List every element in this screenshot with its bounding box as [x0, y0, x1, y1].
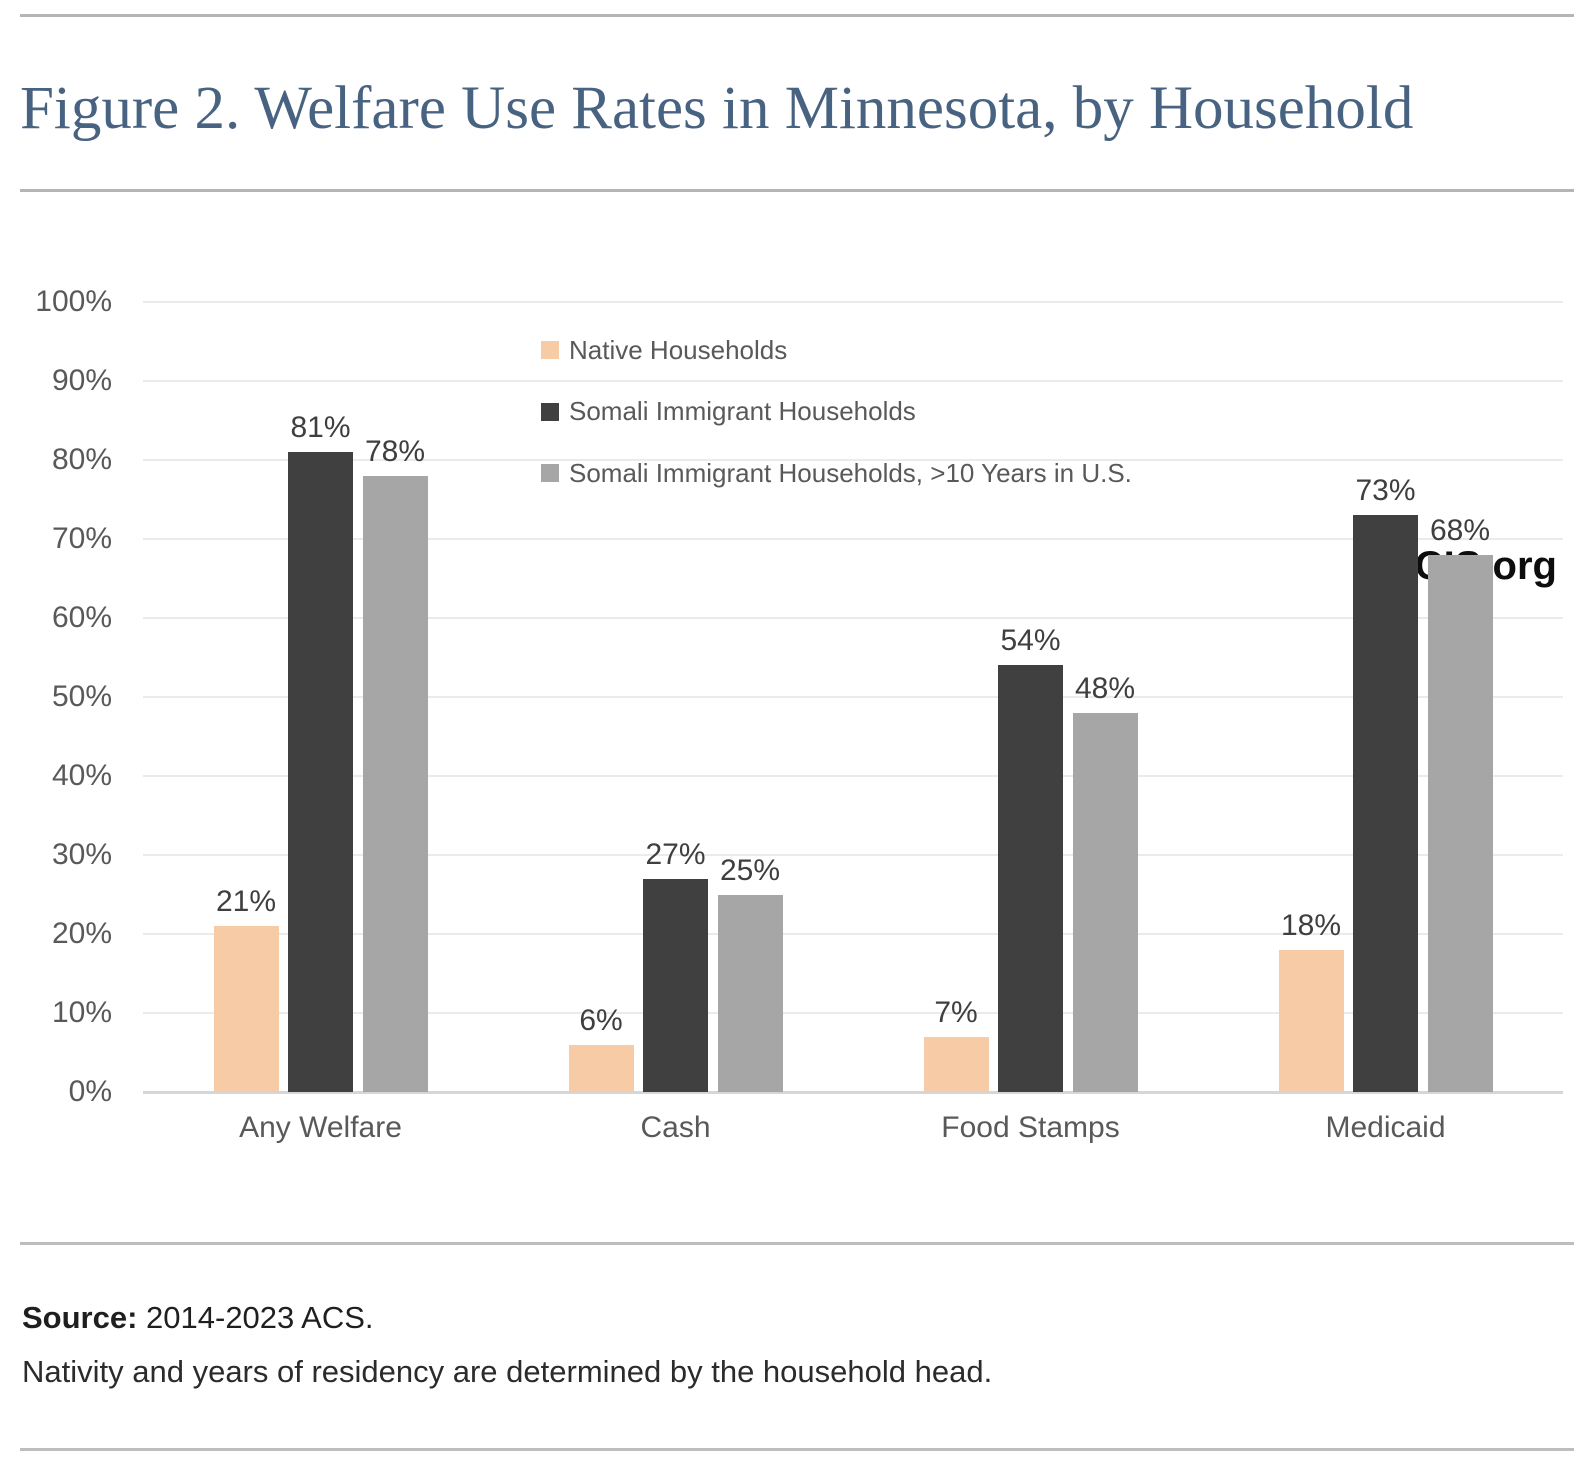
legend-label: Native Households [569, 334, 788, 365]
bar-somali-immigrant-households-10-years-in-u-s-any-welfare [362, 475, 428, 1092]
y-axis-tick-label: 10% [51, 996, 112, 1029]
y-axis-tick-label: 90% [51, 364, 112, 397]
legend-swatch-icon [541, 464, 559, 482]
gridline [143, 301, 1563, 303]
bar-somali-immigrant-households-10-years-in-u-s-medicaid [1427, 554, 1493, 1092]
legend-item-somali-immigrant-households: Somali Immigrant Households [541, 396, 916, 427]
legend-item-native-households: Native Households [541, 335, 787, 365]
bar-value-label: 54% [1000, 624, 1061, 658]
bar-value-label: 48% [1074, 671, 1136, 705]
gridline [143, 538, 1563, 540]
bar-somali-immigrant-households-10-years-in-u-s-cash [717, 894, 783, 1092]
y-axis-tick-label: 40% [51, 759, 112, 792]
bar-value-label: 18% [1280, 908, 1342, 942]
category-label-cash: Cash [640, 1111, 711, 1144]
y-axis-tick-label: 100% [35, 285, 112, 318]
gridline [143, 775, 1563, 777]
y-axis-tick-label: 60% [51, 601, 112, 634]
source-line: Source: 2014-2023 ACS. [22, 1300, 374, 1336]
bar-native-households-cash [568, 1044, 634, 1092]
footer-divider [20, 1242, 1574, 1245]
bar-value-label: 78% [364, 434, 426, 468]
gridline [143, 380, 1563, 382]
legend-label: Somali Immigrant Households, >10 Years i… [569, 457, 1132, 488]
bar-value-label: 6% [579, 1003, 623, 1037]
legend-swatch-icon [541, 402, 559, 421]
bar-native-households-medicaid [1278, 949, 1344, 1092]
bar-value-label: 68% [1429, 513, 1491, 547]
x-axis-line [143, 1091, 1563, 1094]
bar-native-households-any-welfare [213, 926, 279, 1092]
bar-value-label: 73% [1355, 474, 1416, 508]
gridline [143, 459, 1563, 461]
title-divider [20, 189, 1574, 192]
gridline [143, 1012, 1563, 1014]
bar-value-label: 21% [215, 885, 277, 919]
y-axis-tick-label: 50% [51, 680, 112, 713]
bar-somali-immigrant-households-any-welfare [288, 452, 353, 1092]
bar-somali-immigrant-households-medicaid [1353, 515, 1418, 1092]
y-axis-tick-label: 70% [51, 522, 112, 555]
gridline [143, 696, 1563, 698]
gridline [143, 617, 1563, 619]
y-axis-tick-label: 80% [51, 443, 112, 476]
bar-value-label: 27% [645, 837, 706, 871]
bar-value-label: 81% [290, 411, 351, 445]
note-line: Nativity and years of residency are dete… [22, 1354, 993, 1389]
category-label-medicaid: Medicaid [1325, 1111, 1446, 1144]
legend-label: Somali Immigrant Households [569, 396, 916, 426]
top-divider [20, 14, 1574, 17]
bottom-divider [20, 1448, 1574, 1451]
gridline [143, 933, 1563, 935]
bar-value-label: 25% [719, 853, 781, 887]
bar-somali-immigrant-households-food-stamps [998, 665, 1063, 1092]
y-axis-tick-label: 0% [68, 1075, 112, 1108]
bar-value-label: 7% [934, 995, 978, 1029]
source-label: Source: [22, 1300, 138, 1335]
category-label-any-welfare: Any Welfare [239, 1111, 402, 1144]
legend-item-somali-immigrant-households-10-years-in-u-s: Somali Immigrant Households, >10 Years i… [541, 458, 1132, 488]
bar-somali-immigrant-households-10-years-in-u-s-food-stamps [1072, 712, 1138, 1092]
bar-somali-immigrant-households-cash [643, 878, 708, 1092]
y-axis-tick-label: 30% [51, 838, 112, 871]
figure-title: Figure 2. Welfare Use Rates in Minnesota… [20, 75, 1414, 142]
gridline [143, 854, 1563, 856]
bar-native-households-food-stamps [923, 1036, 989, 1092]
bar-chart: Native Households Somali Immigrant Househ… [0, 230, 1594, 1220]
y-axis-tick-label: 20% [51, 917, 112, 950]
category-label-food-stamps: Food Stamps [941, 1111, 1120, 1144]
source-text: 2014-2023 ACS. [137, 1300, 374, 1335]
legend-swatch-icon [541, 341, 559, 359]
